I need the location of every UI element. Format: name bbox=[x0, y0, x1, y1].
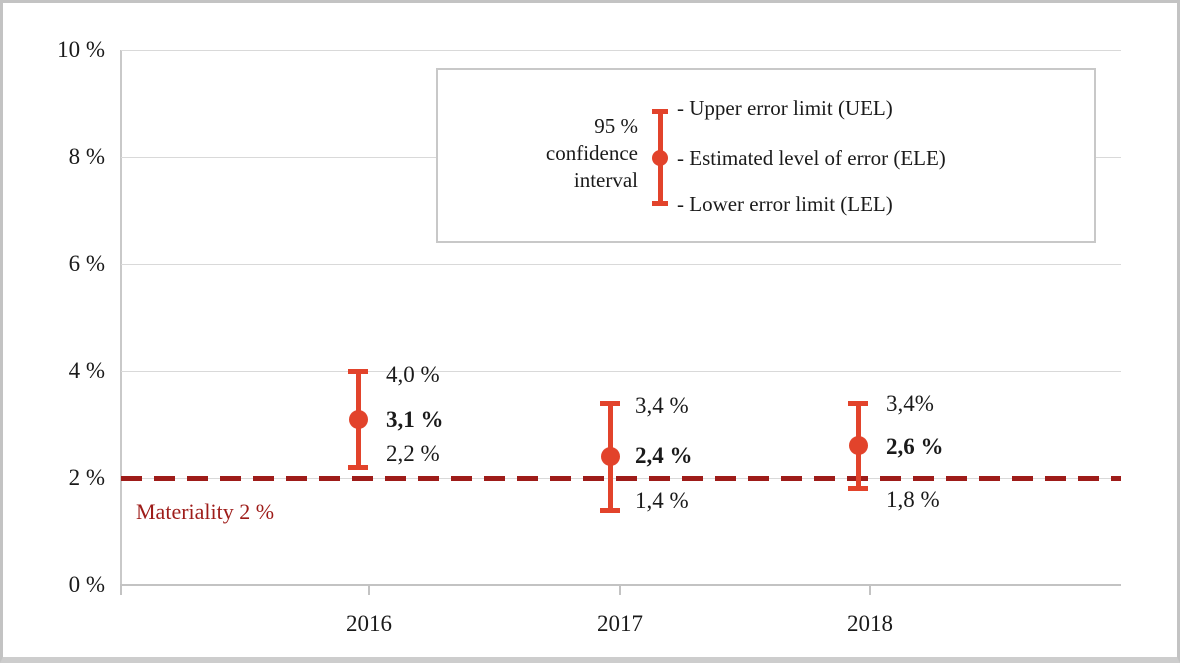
error-cap-upper-2017 bbox=[600, 400, 620, 406]
gridline-6 bbox=[121, 263, 1121, 265]
y-tick-label-2: 2 % bbox=[68, 465, 105, 490]
x-axis-tick-2 bbox=[619, 586, 621, 595]
error-cap-lower-2016 bbox=[348, 464, 368, 470]
legend-upper-cap-icon bbox=[652, 109, 668, 114]
y-tick-label-10: 10 % bbox=[57, 37, 105, 62]
legend-entry-lel: - Lower error limit (LEL) bbox=[677, 192, 893, 216]
error-point-2017 bbox=[600, 447, 620, 467]
gridline-10 bbox=[121, 49, 1121, 51]
x-axis-line bbox=[120, 584, 1121, 586]
legend-caption-line-2: confidence bbox=[545, 141, 638, 165]
data-label-2018-uel: 3,4% bbox=[886, 391, 934, 416]
x-label-2017: 2017 bbox=[597, 611, 643, 636]
legend-box: 95 % confidence interval - Upper error l… bbox=[436, 68, 1096, 243]
legend-caption-line-3: interval bbox=[573, 168, 638, 192]
error-cap-lower-2018 bbox=[848, 486, 868, 492]
materiality-reference-line bbox=[121, 475, 1121, 481]
y-tick-label-6: 6 % bbox=[68, 251, 105, 276]
error-cap-upper-2016 bbox=[348, 368, 368, 374]
data-label-2016-lel: 2,2 % bbox=[386, 441, 440, 466]
legend-entry-uel: - Upper error limit (UEL) bbox=[677, 96, 893, 120]
y-tick-label-0: 0 % bbox=[68, 572, 105, 597]
y-axis-line bbox=[120, 50, 122, 586]
data-label-2017-ele: 2,4 % bbox=[635, 443, 693, 468]
x-axis-tick-0 bbox=[120, 586, 122, 595]
data-label-2016-ele: 3,1 % bbox=[386, 407, 444, 432]
x-axis-tick-3 bbox=[869, 586, 871, 595]
legend-point-icon bbox=[652, 150, 668, 166]
data-label-2018-ele: 2,6 % bbox=[886, 434, 944, 459]
error-point-2018 bbox=[848, 436, 868, 456]
x-axis-tick-1 bbox=[368, 586, 370, 595]
y-tick-label-4: 4 % bbox=[68, 358, 105, 383]
legend-lower-cap-icon bbox=[652, 201, 668, 206]
gridline-4 bbox=[121, 370, 1121, 372]
legend-caption-line-1: 95 % bbox=[594, 114, 638, 138]
error-cap-upper-2018 bbox=[848, 400, 868, 406]
data-label-2017-uel: 3,4 % bbox=[635, 393, 689, 418]
error-point-2016 bbox=[348, 409, 368, 429]
data-label-2017-lel: 1,4 % bbox=[635, 488, 689, 513]
data-label-2016-uel: 4,0 % bbox=[386, 362, 440, 387]
x-label-2018: 2018 bbox=[847, 611, 893, 636]
y-tick-label-8: 8 % bbox=[68, 144, 105, 169]
materiality-label: Materiality 2 % bbox=[136, 499, 275, 524]
error-cap-lower-2017 bbox=[600, 507, 620, 513]
x-label-2016: 2016 bbox=[346, 611, 392, 636]
data-label-2018-lel: 1,8 % bbox=[886, 487, 940, 512]
legend-entry-ele: - Estimated level of error (ELE) bbox=[677, 146, 946, 170]
